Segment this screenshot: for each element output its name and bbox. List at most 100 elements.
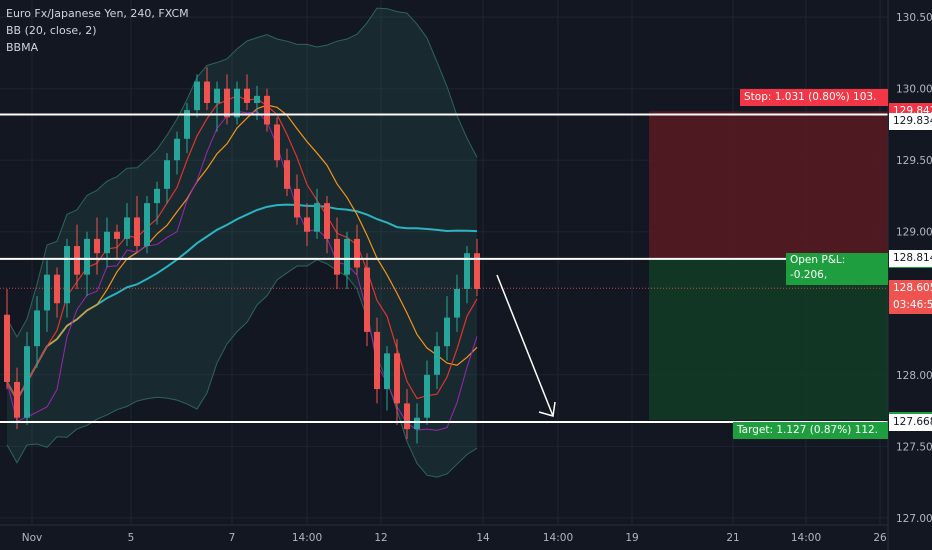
candle-body — [204, 81, 210, 103]
candle — [284, 148, 290, 196]
candle — [474, 238, 480, 297]
candle — [354, 224, 360, 275]
price-tag: 128.814 — [889, 250, 932, 268]
candle-body — [254, 95, 260, 103]
candle — [314, 188, 320, 239]
x-tick-label: 14 — [476, 532, 490, 544]
price-tag: 129.834 — [889, 113, 932, 131]
candle-body — [214, 88, 220, 103]
candle-body — [394, 353, 400, 404]
candle-body — [434, 346, 440, 375]
candle-body — [444, 317, 450, 347]
candle-body — [284, 160, 290, 189]
bbma-indicator-label[interactable]: BBMA — [6, 41, 39, 54]
candle — [74, 224, 80, 289]
candle — [54, 267, 60, 318]
x-tick-label: 14:00 — [791, 532, 821, 544]
bollinger-lower — [6, 259, 478, 478]
x-tick-label: 19 — [625, 532, 638, 544]
candle-body — [134, 217, 140, 247]
candle — [114, 224, 120, 261]
candle-body — [54, 274, 60, 304]
target-zone — [649, 258, 888, 420]
y-tick-label: 130.000 — [896, 84, 932, 96]
candle-body — [454, 288, 460, 318]
x-tick-label: Nov — [22, 532, 43, 544]
candle-body — [44, 274, 50, 311]
candle-body — [14, 381, 20, 418]
candle-body — [474, 253, 480, 289]
candle-body — [264, 95, 270, 125]
stop-zone — [649, 111, 888, 259]
candle — [44, 260, 50, 332]
risk-reward-label: Risk/Reward Rat — [790, 283, 884, 285]
candle-body — [294, 188, 300, 218]
candle-body — [364, 267, 370, 332]
candle-body — [24, 346, 30, 418]
candle — [334, 217, 340, 289]
candle — [434, 331, 440, 390]
candle — [224, 74, 230, 125]
symbol-title: Euro Fx/Japanese Yen, 240, FXCM — [6, 7, 189, 20]
candle — [424, 360, 430, 425]
candle-body — [84, 238, 90, 275]
x-tick-label: 5 — [128, 532, 135, 544]
candle-body — [374, 331, 380, 390]
candle-body — [174, 138, 180, 161]
y-tick-label: 127.500 — [896, 441, 932, 453]
ma-orange-line — [6, 104, 478, 402]
candle-body — [244, 88, 250, 103]
candle — [384, 346, 390, 411]
candle — [404, 389, 410, 440]
candle-body — [194, 81, 200, 111]
candle — [194, 74, 200, 118]
candle-body — [464, 253, 470, 289]
candle — [324, 195, 330, 254]
bollinger-band-fill — [7, 8, 477, 478]
candle — [444, 296, 450, 361]
candle-body — [384, 353, 390, 390]
y-tick-label: 128.000 — [896, 370, 932, 382]
candle-body — [64, 246, 70, 304]
candle-body — [164, 160, 170, 189]
candle — [14, 367, 20, 430]
candle-body — [74, 246, 80, 275]
candle-body — [334, 238, 340, 275]
x-tick-label: 14:00 — [543, 532, 573, 544]
y-tick-label: 127.000 — [896, 513, 932, 525]
candle — [94, 217, 100, 275]
candle-body — [144, 203, 150, 247]
candle — [24, 331, 30, 425]
candle — [364, 253, 370, 347]
candle — [414, 403, 420, 444]
candle — [294, 174, 300, 225]
candle — [184, 102, 190, 154]
forecast-arrow-line — [496, 274, 554, 417]
open-pnl-label: Open P&L: -0.206,Risk/Reward Rat — [786, 252, 888, 285]
candle-body — [414, 417, 420, 430]
candle — [144, 195, 150, 254]
candle — [134, 195, 140, 254]
candle — [164, 153, 170, 204]
candle — [304, 203, 310, 247]
target-label: Target: 1.127 (0.87%) 112. — [733, 422, 888, 439]
y-tick-label: 129.500 — [896, 155, 932, 167]
candle-body — [314, 203, 320, 232]
candle — [124, 203, 130, 247]
candle-body — [104, 231, 110, 254]
candle — [344, 231, 350, 289]
x-tick-label: 26 — [873, 532, 887, 544]
candle — [214, 81, 220, 132]
candle-body — [154, 188, 160, 204]
candle-body — [424, 374, 430, 418]
candle-body — [124, 217, 130, 239]
candle — [374, 317, 380, 404]
candle-body — [34, 310, 40, 347]
bb-indicator-label[interactable]: BB (20, close, 2) — [6, 24, 97, 37]
candle — [4, 288, 10, 390]
stop-label: Stop: 1.031 (0.80%) 103. — [740, 89, 888, 107]
candle — [464, 246, 470, 304]
candle-body — [344, 238, 350, 275]
x-tick-label: 14:00 — [292, 532, 322, 544]
candle — [454, 274, 460, 332]
